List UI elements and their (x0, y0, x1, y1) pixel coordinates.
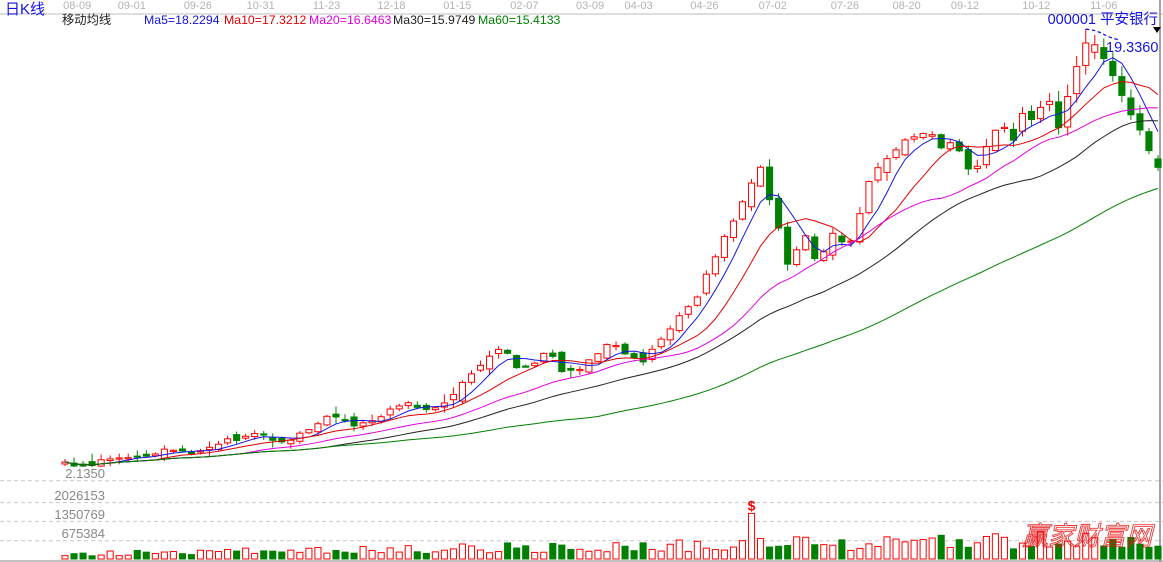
svg-text:07-26: 07-26 (831, 0, 859, 12)
svg-text:04-26: 04-26 (690, 0, 718, 12)
svg-text:2.1350: 2.1350 (65, 466, 105, 481)
svg-text:08-09: 08-09 (63, 0, 91, 12)
svg-text:19.3360: 19.3360 (1106, 40, 1158, 56)
svg-text:000001 平安银行: 000001 平安银行 (1048, 11, 1158, 28)
svg-text:Ma20=16.6463: Ma20=16.6463 (309, 13, 392, 27)
svg-text:09-12: 09-12 (951, 0, 979, 12)
svg-text:03-09: 03-09 (576, 0, 604, 12)
svg-text:移动均线: 移动均线 (62, 13, 111, 27)
svg-text:1350769: 1350769 (54, 507, 105, 522)
svg-text:2026153: 2026153 (54, 488, 105, 503)
svg-text:Ma5=18.2294: Ma5=18.2294 (144, 13, 220, 27)
svg-text:02-07: 02-07 (510, 0, 538, 12)
svg-text:09-01: 09-01 (118, 0, 146, 12)
svg-text:11-06: 11-06 (1090, 0, 1117, 12)
svg-text:$: $ (748, 497, 756, 513)
svg-text:01-15: 01-15 (443, 0, 471, 12)
svg-text:Ma30=15.9749: Ma30=15.9749 (393, 13, 476, 27)
svg-text:10-12: 10-12 (1022, 0, 1050, 12)
svg-text:10-31: 10-31 (247, 0, 275, 12)
svg-text:08-20: 08-20 (893, 0, 921, 12)
svg-text:11-23: 11-23 (313, 0, 340, 12)
svg-text:赢家财富网: 赢家财富网 (1022, 521, 1155, 551)
svg-text:07-02: 07-02 (759, 0, 787, 12)
svg-text:04-03: 04-03 (625, 0, 653, 12)
svg-text:Ma10=17.3212: Ma10=17.3212 (224, 13, 307, 27)
svg-text:12-18: 12-18 (377, 0, 405, 12)
svg-text:日K线: 日K线 (5, 1, 45, 18)
svg-text:09-26: 09-26 (184, 0, 212, 12)
svg-text:675384: 675384 (62, 526, 105, 541)
svg-text:Ma60=15.4133: Ma60=15.4133 (478, 13, 561, 27)
